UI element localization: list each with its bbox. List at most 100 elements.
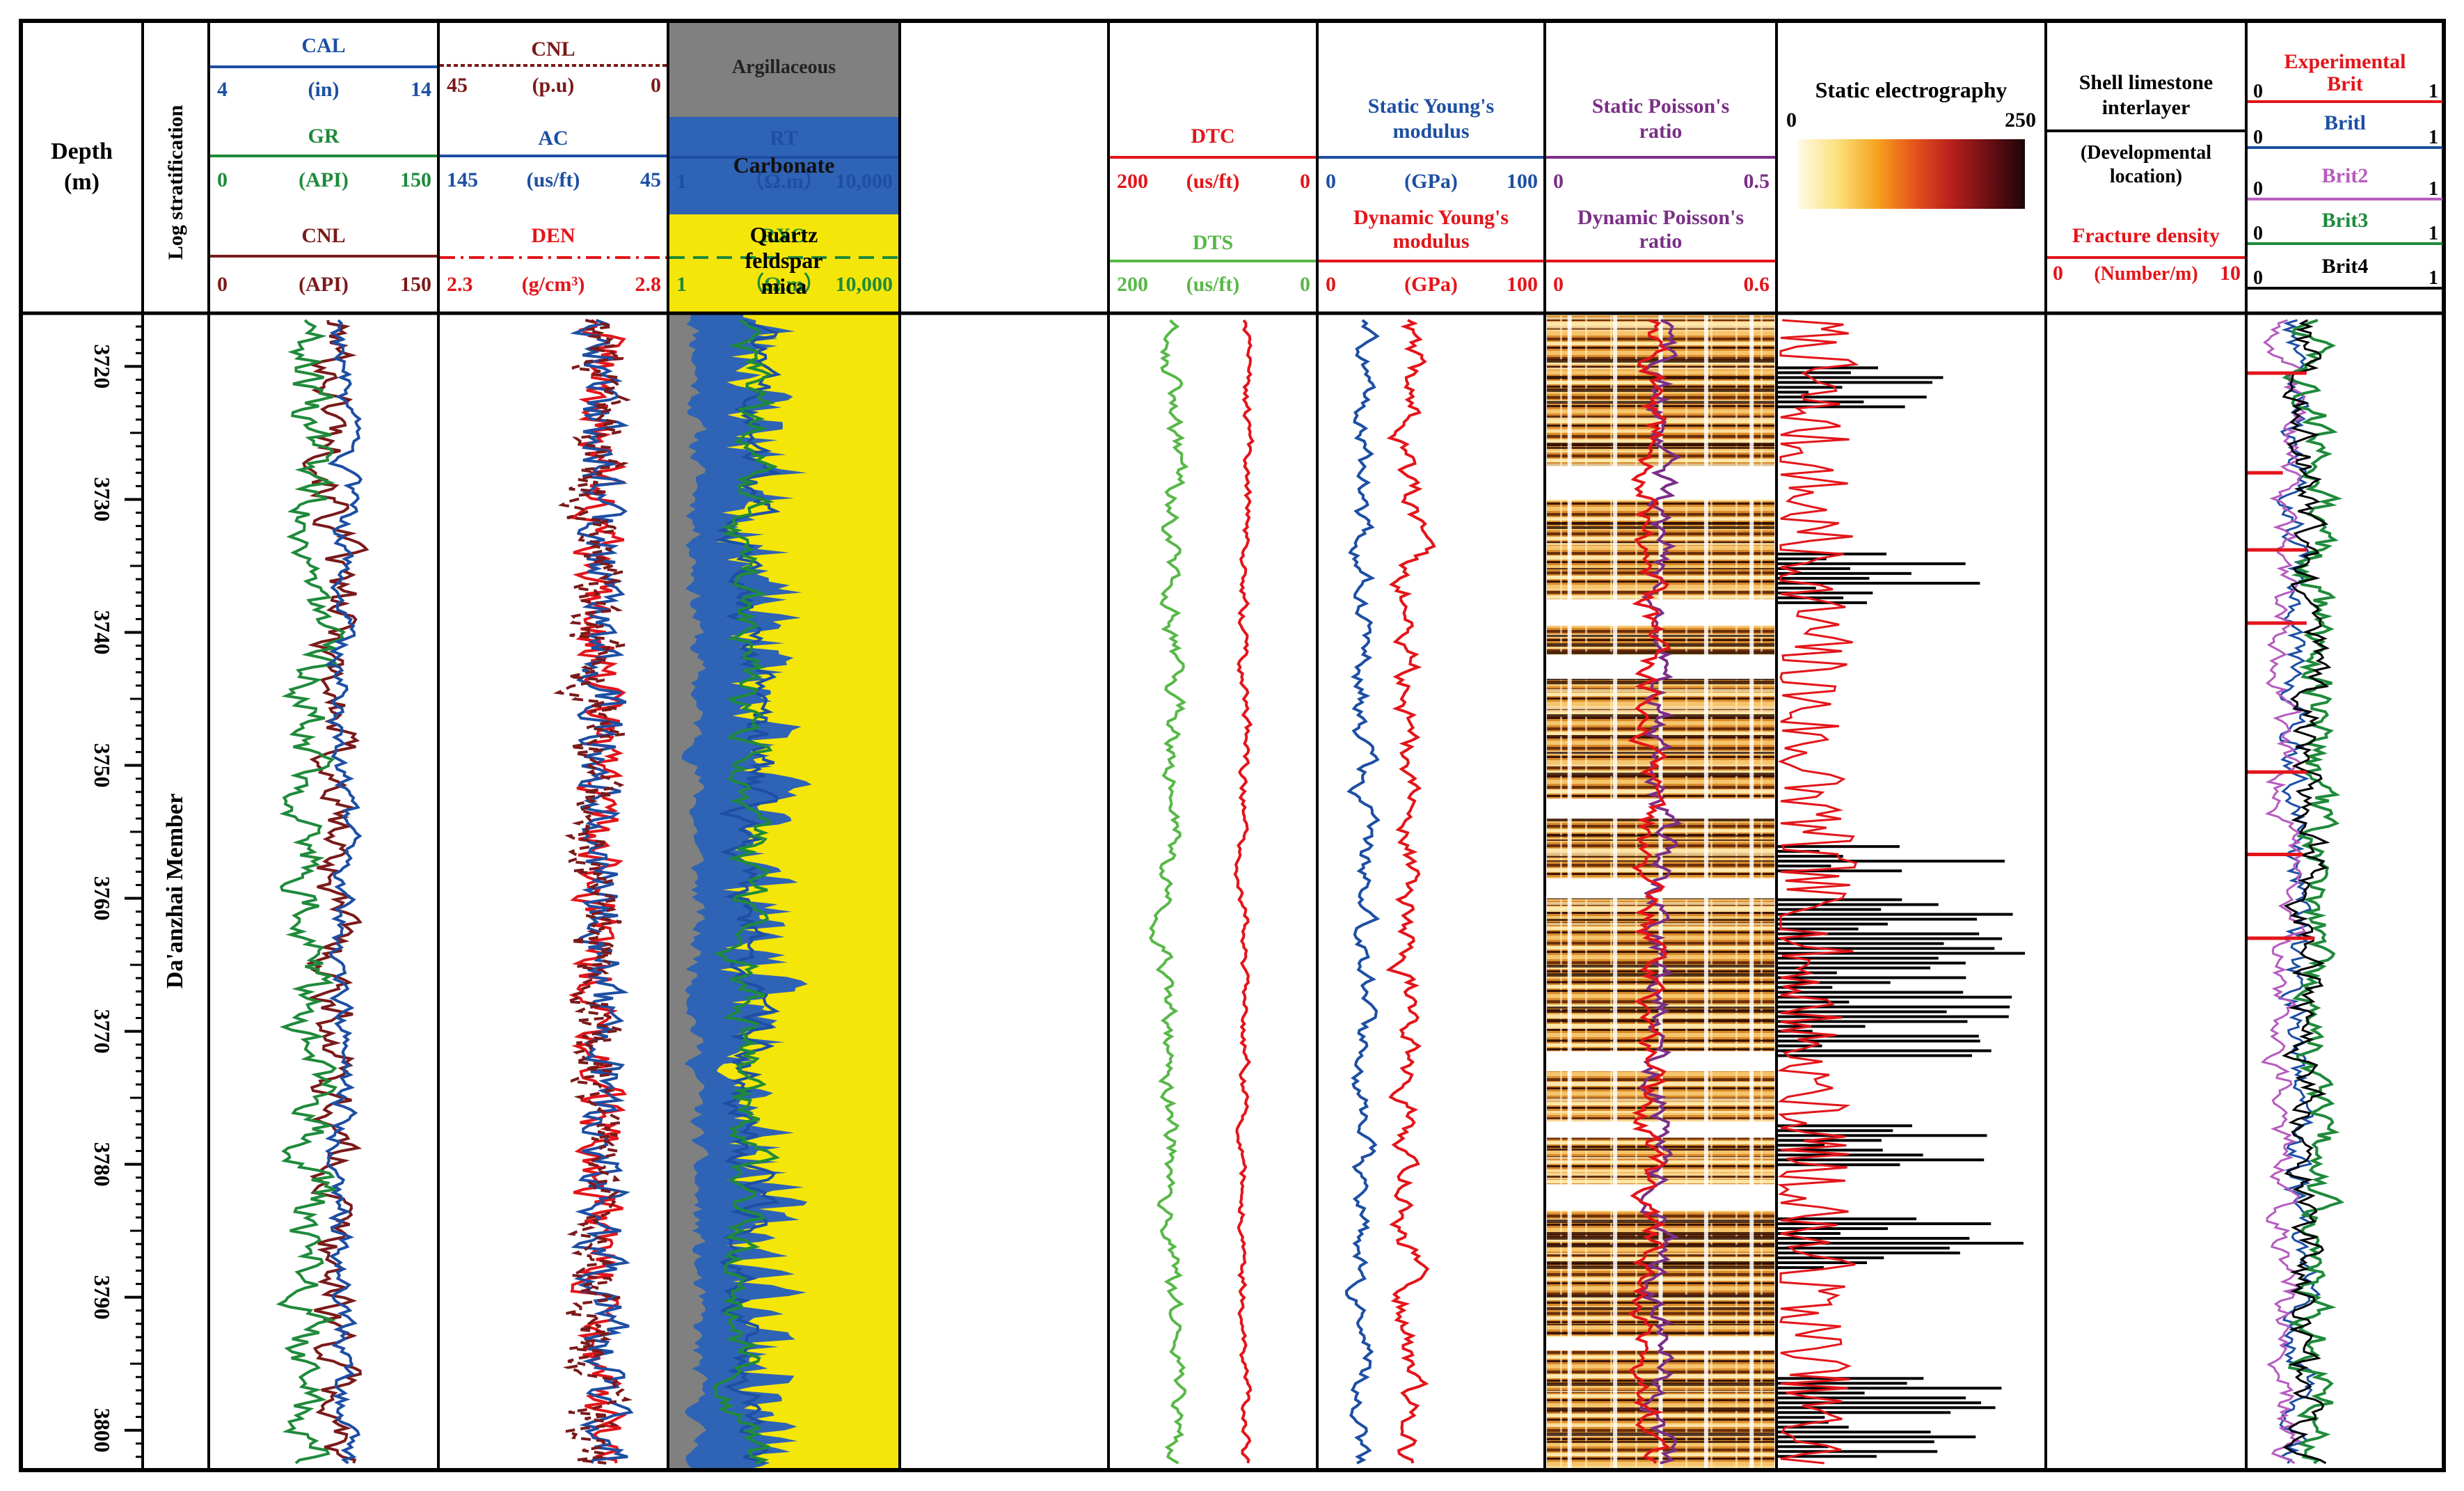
shell-limestone-mark: [1778, 1377, 1924, 1380]
gr-label: GR: [308, 125, 340, 148]
shell-limestone-mark: [1778, 395, 1927, 399]
shell-limestone-mark: [1778, 1430, 1931, 1434]
dtc-label: DTC: [1191, 125, 1234, 148]
scale-unit: (GPa): [1404, 170, 1458, 193]
shell-limestone-mark: [1778, 1153, 1923, 1157]
shell-limestone-mark: [1778, 1247, 1950, 1250]
shell-limestone-mark: [1778, 903, 1939, 906]
shell-note-1: (Developmental: [2081, 142, 2211, 164]
dynamic-youngs-label-2: modulus: [1392, 230, 1469, 253]
shell-limestone-mark: [1778, 1034, 1979, 1038]
brit2-label: Brit2: [2322, 164, 2369, 187]
shell-limestone-mark: [1778, 981, 1891, 984]
electrography-color-scale: [1797, 139, 2025, 209]
shell-limestone-mark: [1778, 1049, 1992, 1052]
shell-limestone-mark: [1778, 1044, 1822, 1048]
scale-min: 2.3: [447, 273, 473, 296]
scale-min: 0: [217, 168, 228, 191]
shell-limestone-mark: [1778, 571, 1911, 575]
scale-min: 0: [1553, 273, 1564, 296]
shell-limestone-mark: [1778, 947, 1995, 950]
track-frame: [19, 19, 2446, 1472]
qfm-label-2: feldspar: [745, 248, 823, 273]
static-youngs-label-1: Static Young's: [1368, 95, 1494, 118]
scale-unit: (in): [308, 78, 340, 101]
scale-min: 0: [1326, 273, 1336, 296]
rt-label: RT: [770, 127, 798, 150]
depth-tick-label: 3800: [90, 1408, 115, 1453]
shell-limestone-mark: [1778, 932, 1980, 936]
scale-max: 100: [1507, 273, 1538, 296]
shell-limestone-mark: [1778, 376, 1944, 379]
scale-max: 45: [640, 168, 661, 191]
scale-unit: (API): [299, 168, 349, 191]
shell-limestone-mark: [1778, 937, 2003, 940]
brit3-max: 1: [2429, 223, 2438, 244]
scale-min: 4: [217, 78, 228, 101]
shell-limestone-mark: [1778, 1025, 1866, 1028]
scale-unit: （Ω.m）: [743, 169, 825, 193]
shell-limestone-mark: [1778, 390, 1809, 394]
shell-limestone-mark: [1778, 1261, 1867, 1265]
fracture-unit: (Number/m): [2094, 263, 2197, 285]
brit4-curve: [2282, 319, 2332, 1465]
scale-unit: （Ω.m）: [743, 272, 825, 296]
dynamic-youngs-label-1: Dynamic Young's: [1353, 206, 1509, 229]
shell-label-1: Shell limestone: [2079, 71, 2213, 94]
scale-max: 0: [1300, 273, 1310, 296]
shell-limestone-mark: [1778, 1396, 1966, 1400]
shell-note-2: location): [2110, 166, 2182, 187]
depth-tick-label: 3790: [90, 1275, 115, 1320]
shell-limestone-mark: [1778, 995, 2012, 999]
track-backgrounds: [668, 21, 2026, 1470]
cal-curve: [324, 319, 363, 1465]
shell-limestone-mark: [1778, 381, 1932, 384]
image-gap: [1547, 1121, 1774, 1138]
shell-limestone-mark: [1778, 1149, 1883, 1152]
image-gap: [1547, 1184, 1774, 1211]
shell-limestone-mark: [1778, 956, 1939, 960]
shell-limestone-mark: [1778, 961, 1966, 965]
scale-min: 1: [676, 170, 687, 193]
scale-min: 200: [1117, 170, 1148, 193]
shell-limestone-mark: [1778, 1134, 1987, 1137]
argillaceous-label: Argillaceous: [732, 56, 836, 78]
shell-limestone-mark: [1778, 991, 1964, 994]
shell-limestone-mark: [1778, 1391, 1865, 1395]
shell-limestone-mark: [1778, 1237, 1970, 1240]
shell-limestone-mark: [1778, 1217, 1916, 1221]
brit1-max: 1: [2429, 127, 2438, 148]
shell-limestone-mark: [1778, 1054, 1972, 1057]
shell-limestone-mark: [1778, 1000, 1850, 1004]
qfm-label-3: mica: [761, 274, 807, 299]
scale-max: 0.5: [1744, 170, 1770, 193]
depth-axis: 3720 3730 3740 3750 3760 3770 3780 3790 3800: [90, 312, 143, 1472]
shell-limestone-mark: [1778, 601, 1868, 604]
shell-limestone-mark: [1778, 1232, 1841, 1236]
scale-unit: (GPa): [1404, 273, 1458, 296]
scale-max: 0: [1300, 170, 1310, 193]
shell-limestone-mark: [1778, 922, 1888, 926]
shell-limestone-mark: [1778, 976, 1966, 979]
rxo-curve: [712, 319, 781, 1465]
shell-limestone-mark: [1778, 869, 1902, 873]
scale-min: 145: [447, 168, 478, 191]
scale-max: 2.8: [635, 273, 662, 296]
scale-max: 0.6: [1744, 273, 1770, 296]
scale-max: 150: [400, 273, 431, 296]
exp-brit-min: 0: [2253, 81, 2263, 102]
exp-brit-max: 1: [2429, 81, 2438, 102]
electrography-max: 250: [2005, 109, 2036, 132]
shell-limestone-mark: [1778, 1450, 1938, 1453]
cnl-pu-curve: [553, 319, 633, 1465]
brit2-min: 0: [2253, 178, 2263, 200]
scale-unit: (us/ft): [1186, 273, 1240, 296]
brit1-label: Britl: [2324, 111, 2366, 134]
shell-limestone-mark: [1778, 1158, 1985, 1162]
shell-limestone-mark: [1778, 1129, 1893, 1133]
exp-brit-label-2: Brit: [2327, 72, 2363, 95]
shell-limestone-mark: [1778, 1005, 2010, 1009]
shell-limestone-mark: [1778, 865, 1831, 868]
